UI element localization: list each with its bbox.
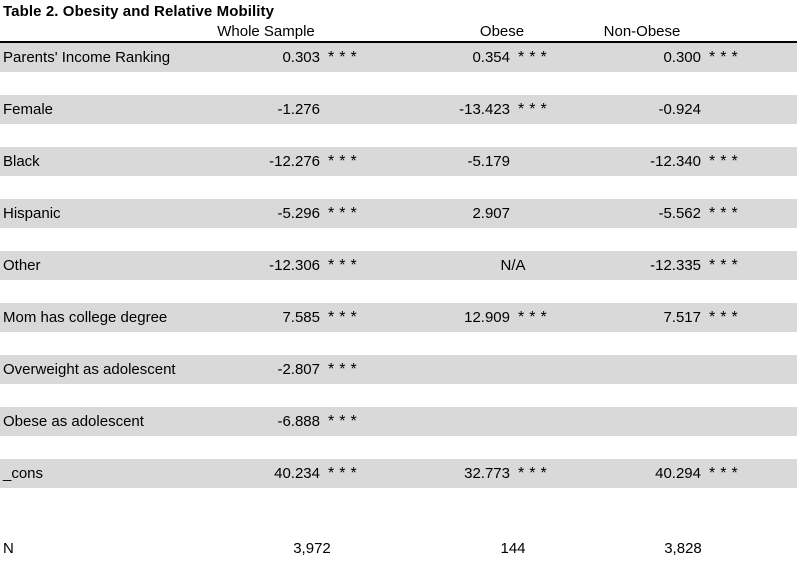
sig-stars-whole-sample [328, 95, 378, 124]
row-label: Mom has college degree [3, 309, 168, 326]
coef-non-obese: -0.924 [658, 101, 701, 118]
row-gap [0, 228, 797, 251]
sig-stars-non-obese [709, 407, 759, 436]
coef-non-obese: -12.335 [650, 257, 701, 274]
coef-obese: 32.773 [464, 465, 510, 482]
coef-obese [378, 355, 518, 384]
coef-obese: 2.907 [472, 205, 510, 222]
sig-stars-whole-sample: *** [328, 361, 362, 378]
sig-stars-obese: *** [518, 309, 552, 326]
row-label: Female [3, 101, 54, 118]
row-label: _cons [3, 465, 44, 482]
coef-obese: -13.423 [459, 101, 510, 118]
table-row: Female -1.276 -13.423 *** -0.924 [0, 95, 797, 124]
coef-non-obese [568, 407, 709, 436]
row-gap [0, 436, 797, 459]
coef-whole-sample: 7.585 [282, 309, 320, 326]
table-row: Mom has college degree 7.585 *** 12.909 … [0, 303, 797, 332]
row-label: Black [3, 153, 40, 170]
row-gap [0, 384, 797, 407]
n-whole-sample: 3,972 [293, 540, 331, 557]
sig-stars-whole-sample: *** [328, 257, 362, 274]
coef-whole-sample: -2.807 [277, 361, 320, 378]
sig-stars-obese [518, 199, 568, 228]
coef-whole-sample: -12.276 [269, 153, 320, 170]
sig-stars-obese [518, 355, 568, 384]
sig-stars-whole-sample: *** [328, 413, 362, 430]
sig-stars-obese [518, 147, 568, 176]
column-header-non-obese: Non-Obese [603, 23, 681, 40]
coef-whole-sample: -5.296 [277, 205, 320, 222]
column-header-whole-sample: Whole Sample [217, 23, 315, 40]
coef-whole-sample: 40.234 [274, 465, 320, 482]
sig-stars-obese [518, 407, 568, 436]
coef-whole-sample: 0.303 [282, 49, 320, 66]
coef-whole-sample: -6.888 [277, 413, 320, 430]
sig-stars-obese: *** [518, 465, 552, 482]
sig-stars-whole-sample: *** [328, 309, 362, 326]
row-label: Obese as adolescent [3, 413, 144, 430]
coef-non-obese: 40.294 [655, 465, 701, 482]
table-row: Hispanic -5.296 *** 2.907 -5.562 *** [0, 199, 797, 228]
sig-stars-whole-sample: *** [328, 49, 362, 66]
sig-stars-obese: *** [518, 101, 552, 118]
coef-whole-sample: -12.306 [269, 257, 320, 274]
row-label: Other [3, 257, 41, 274]
sig-stars-whole-sample: *** [328, 205, 362, 222]
sig-stars-non-obese [709, 355, 759, 384]
sample-size-row: N 3,972 144 3,828 [0, 536, 797, 562]
coef-obese [378, 407, 518, 436]
sig-stars-whole-sample: *** [328, 465, 362, 482]
sig-stars-non-obese: *** [709, 309, 743, 326]
table-row: _cons 40.234 *** 32.773 *** 40.294 *** [0, 459, 797, 488]
sig-stars-non-obese: *** [709, 153, 743, 170]
sig-stars-non-obese: *** [709, 465, 743, 482]
coef-obese: 12.909 [464, 309, 510, 326]
coef-non-obese [568, 355, 709, 384]
coef-non-obese: 0.300 [663, 49, 701, 66]
sig-stars-non-obese: *** [709, 205, 743, 222]
n-obese: 144 [500, 540, 526, 557]
column-header-row: Whole Sample Obese Non-Obese [0, 22, 797, 43]
row-label: Overweight as adolescent [3, 361, 176, 378]
table-row: Parents' Income Ranking 0.303 *** 0.354 … [0, 43, 797, 72]
table-row: Overweight as adolescent -2.807 *** [0, 355, 797, 384]
footer-gap [0, 488, 797, 536]
row-gap [0, 176, 797, 199]
row-gap [0, 280, 797, 303]
coef-non-obese: 7.517 [663, 309, 701, 326]
row-gap [0, 72, 797, 95]
row-label: Parents' Income Ranking [3, 49, 171, 66]
row-label: Hispanic [3, 205, 61, 222]
coef-non-obese: -5.562 [658, 205, 701, 222]
n-non-obese: 3,828 [664, 540, 702, 557]
sig-stars-obese: *** [518, 49, 552, 66]
coef-obese-na: N/A [500, 257, 526, 274]
sig-stars-non-obese: *** [709, 257, 743, 274]
n-label: N [3, 540, 14, 557]
table-title: Table 2. Obesity and Relative Mobility [3, 3, 275, 20]
coef-whole-sample: -1.276 [277, 101, 320, 118]
table-row: Black -12.276 *** -5.179 -12.340 *** [0, 147, 797, 176]
coef-obese: 0.354 [472, 49, 510, 66]
row-gap [0, 124, 797, 147]
coef-non-obese: -12.340 [650, 153, 701, 170]
sig-stars-non-obese [709, 95, 759, 124]
coef-obese: -5.179 [467, 153, 510, 170]
sig-stars-whole-sample: *** [328, 153, 362, 170]
sig-stars-non-obese: *** [709, 49, 743, 66]
column-header-obese: Obese [479, 23, 525, 40]
row-gap [0, 332, 797, 355]
table-row: Obese as adolescent -6.888 *** [0, 407, 797, 436]
table-row: Other -12.306 *** N/A -12.335 *** [0, 251, 797, 280]
